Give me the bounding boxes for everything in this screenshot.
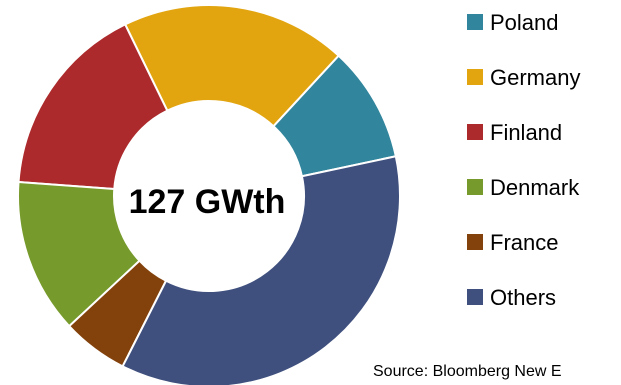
- legend-label-others: Others: [490, 285, 556, 310]
- legend-label-poland: Poland: [490, 10, 559, 35]
- legend-label-germany: Germany: [490, 65, 580, 90]
- legend-item-finland: Finland: [467, 120, 562, 145]
- legend-swatch-france: [467, 234, 483, 250]
- legend-item-others: Others: [467, 285, 556, 310]
- legend-swatch-finland: [467, 124, 483, 140]
- legend-swatch-germany: [467, 69, 483, 85]
- legend-label-finland: Finland: [490, 120, 562, 145]
- legend: Poland Germany Finland Denmark France Others: [467, 10, 580, 310]
- legend-item-poland: Poland: [467, 10, 559, 35]
- center-total-label: 127 GWth: [129, 183, 286, 221]
- slice-others: [121, 155, 401, 385]
- slice-finland: [17, 23, 169, 191]
- legend-item-germany: Germany: [467, 65, 580, 90]
- donut-slices: [17, 4, 401, 385]
- legend-label-france: France: [490, 230, 558, 255]
- slice-germany: [123, 4, 340, 128]
- legend-item-denmark: Denmark: [467, 175, 580, 200]
- source-note: Source: Bloomberg New E: [373, 363, 562, 380]
- legend-item-france: France: [467, 230, 558, 255]
- legend-swatch-denmark: [467, 179, 483, 195]
- legend-swatch-poland: [467, 14, 483, 30]
- legend-label-denmark: Denmark: [490, 175, 580, 200]
- legend-swatch-others: [467, 289, 483, 305]
